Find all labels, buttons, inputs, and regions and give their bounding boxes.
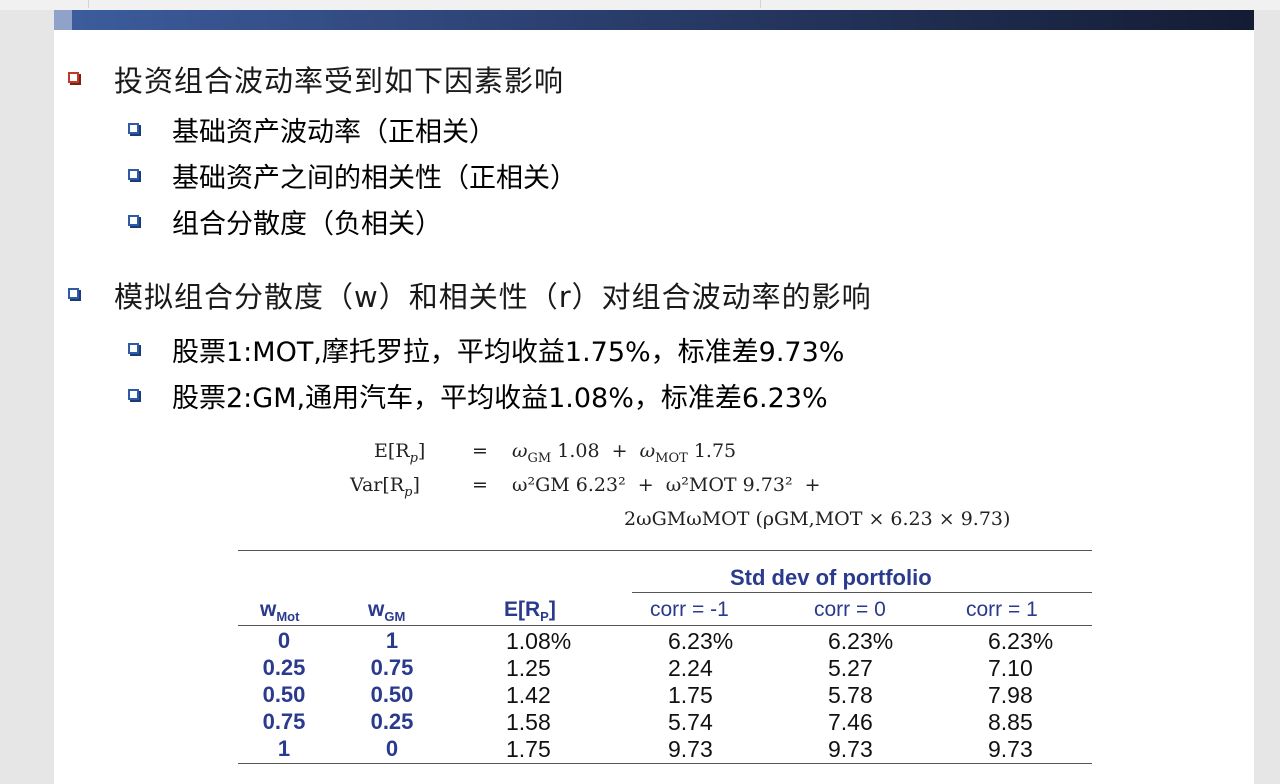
slide-canvas: 投资组合波动率受到如下因素影响 基础资产波动率（正相关） 基础资产之间的相关性（… (54, 10, 1254, 784)
table-cell: 2.24 (668, 655, 713, 681)
bullet-text: 基础资产波动率（正相关） (172, 117, 496, 148)
table-cell: 9.73 (668, 736, 713, 762)
group-header-rule (632, 592, 1092, 593)
table-bottom-rule (238, 763, 1092, 764)
table-cell: 9.73 (988, 736, 1033, 762)
formula-rhs: ωGM 1.08 + ωMOT 1.75 (512, 440, 737, 466)
window-top-strip (0, 0, 1280, 10)
square-bullet-icon (128, 389, 139, 400)
square-bullet-icon (128, 169, 139, 180)
square-bullet-icon (128, 215, 139, 226)
header-accent (54, 10, 72, 30)
table-cell: 0.25 (262, 655, 306, 680)
table-cell: 0.25 (370, 709, 414, 734)
table-cell: 1 (385, 628, 399, 653)
table-cell: 1.42 (506, 682, 551, 708)
table-cell: 1.75 (506, 736, 551, 762)
table-cell: 1 (277, 736, 291, 761)
table-cell: 0.50 (262, 682, 306, 707)
bullet-text: 股票1:MOT,摩托罗拉，平均收益1.75%，标准差9.73% (172, 337, 845, 368)
square-bullet-icon (128, 123, 139, 134)
ruler-tick (760, 0, 761, 8)
formula-lhs: Var[Rp] (350, 474, 420, 500)
bullet-text: 组合分散度（负相关） (172, 209, 442, 240)
table-cell: 1.58 (506, 709, 551, 735)
col-header-expected-return: E[RP] (504, 598, 556, 625)
formula-covariance-term: 2ωGMωMOT (ρGM,MOT × 6.23 × 9.73) (624, 508, 1011, 530)
formula-eq: = (472, 474, 488, 496)
bullet-text: 投资组合波动率受到如下因素影响 (114, 64, 565, 98)
table-cell: 1.75 (668, 682, 713, 708)
square-bullet-icon (68, 288, 79, 299)
table-cell: 9.73 (828, 736, 873, 762)
table-cell: 0.75 (370, 655, 414, 680)
table-cell: 1.08% (506, 628, 572, 654)
table-top-rule (238, 550, 1092, 551)
bullet-text: 模拟组合分散度（w）和相关性（r）对组合波动率的影响 (114, 280, 872, 314)
table-cell: 7.10 (988, 655, 1033, 681)
table-cell: 5.27 (828, 655, 873, 681)
col-header-w-mot: wMot (260, 598, 300, 625)
table-cell: 7.46 (828, 709, 873, 735)
slide-header-bar (54, 10, 1254, 30)
bullet-text: 股票2:GM,通用汽车，平均收益1.08%，标准差6.23% (172, 383, 828, 414)
square-bullet-icon (68, 72, 79, 83)
table-cell: 6.23% (668, 628, 734, 654)
col-header-w-gm: wGM (368, 598, 406, 625)
col-header-corr-0: corr = 0 (814, 598, 886, 621)
table-cell: 6.23% (988, 628, 1054, 654)
table-cell: 0.75 (262, 709, 306, 734)
formula-eq: = (472, 440, 488, 462)
table-cell: 0.50 (370, 682, 414, 707)
col-header-corr-1: corr = 1 (966, 598, 1038, 621)
table-cell: 5.78 (828, 682, 873, 708)
formula-lhs: E[Rp] (374, 440, 426, 466)
table-cell: 6.23% (828, 628, 894, 654)
bullet-text: 基础资产之间的相关性（正相关） (172, 163, 577, 194)
table-cell: 0 (277, 628, 291, 653)
ruler-tick (88, 0, 89, 8)
square-bullet-icon (128, 343, 139, 354)
table-cell: 7.98 (988, 682, 1033, 708)
formula-rhs: ω²GM 6.23² + ω²MOT 9.73² + (512, 474, 821, 496)
table-cell: 8.85 (988, 709, 1033, 735)
group-header-std-dev: Std dev of portfolio (730, 565, 932, 590)
table-cell: 5.74 (668, 709, 713, 735)
header-bottom-rule (238, 625, 1092, 626)
table-cell: 0 (385, 736, 399, 761)
col-header-corr-neg1: corr = -1 (650, 598, 729, 621)
table-cell: 1.25 (506, 655, 551, 681)
